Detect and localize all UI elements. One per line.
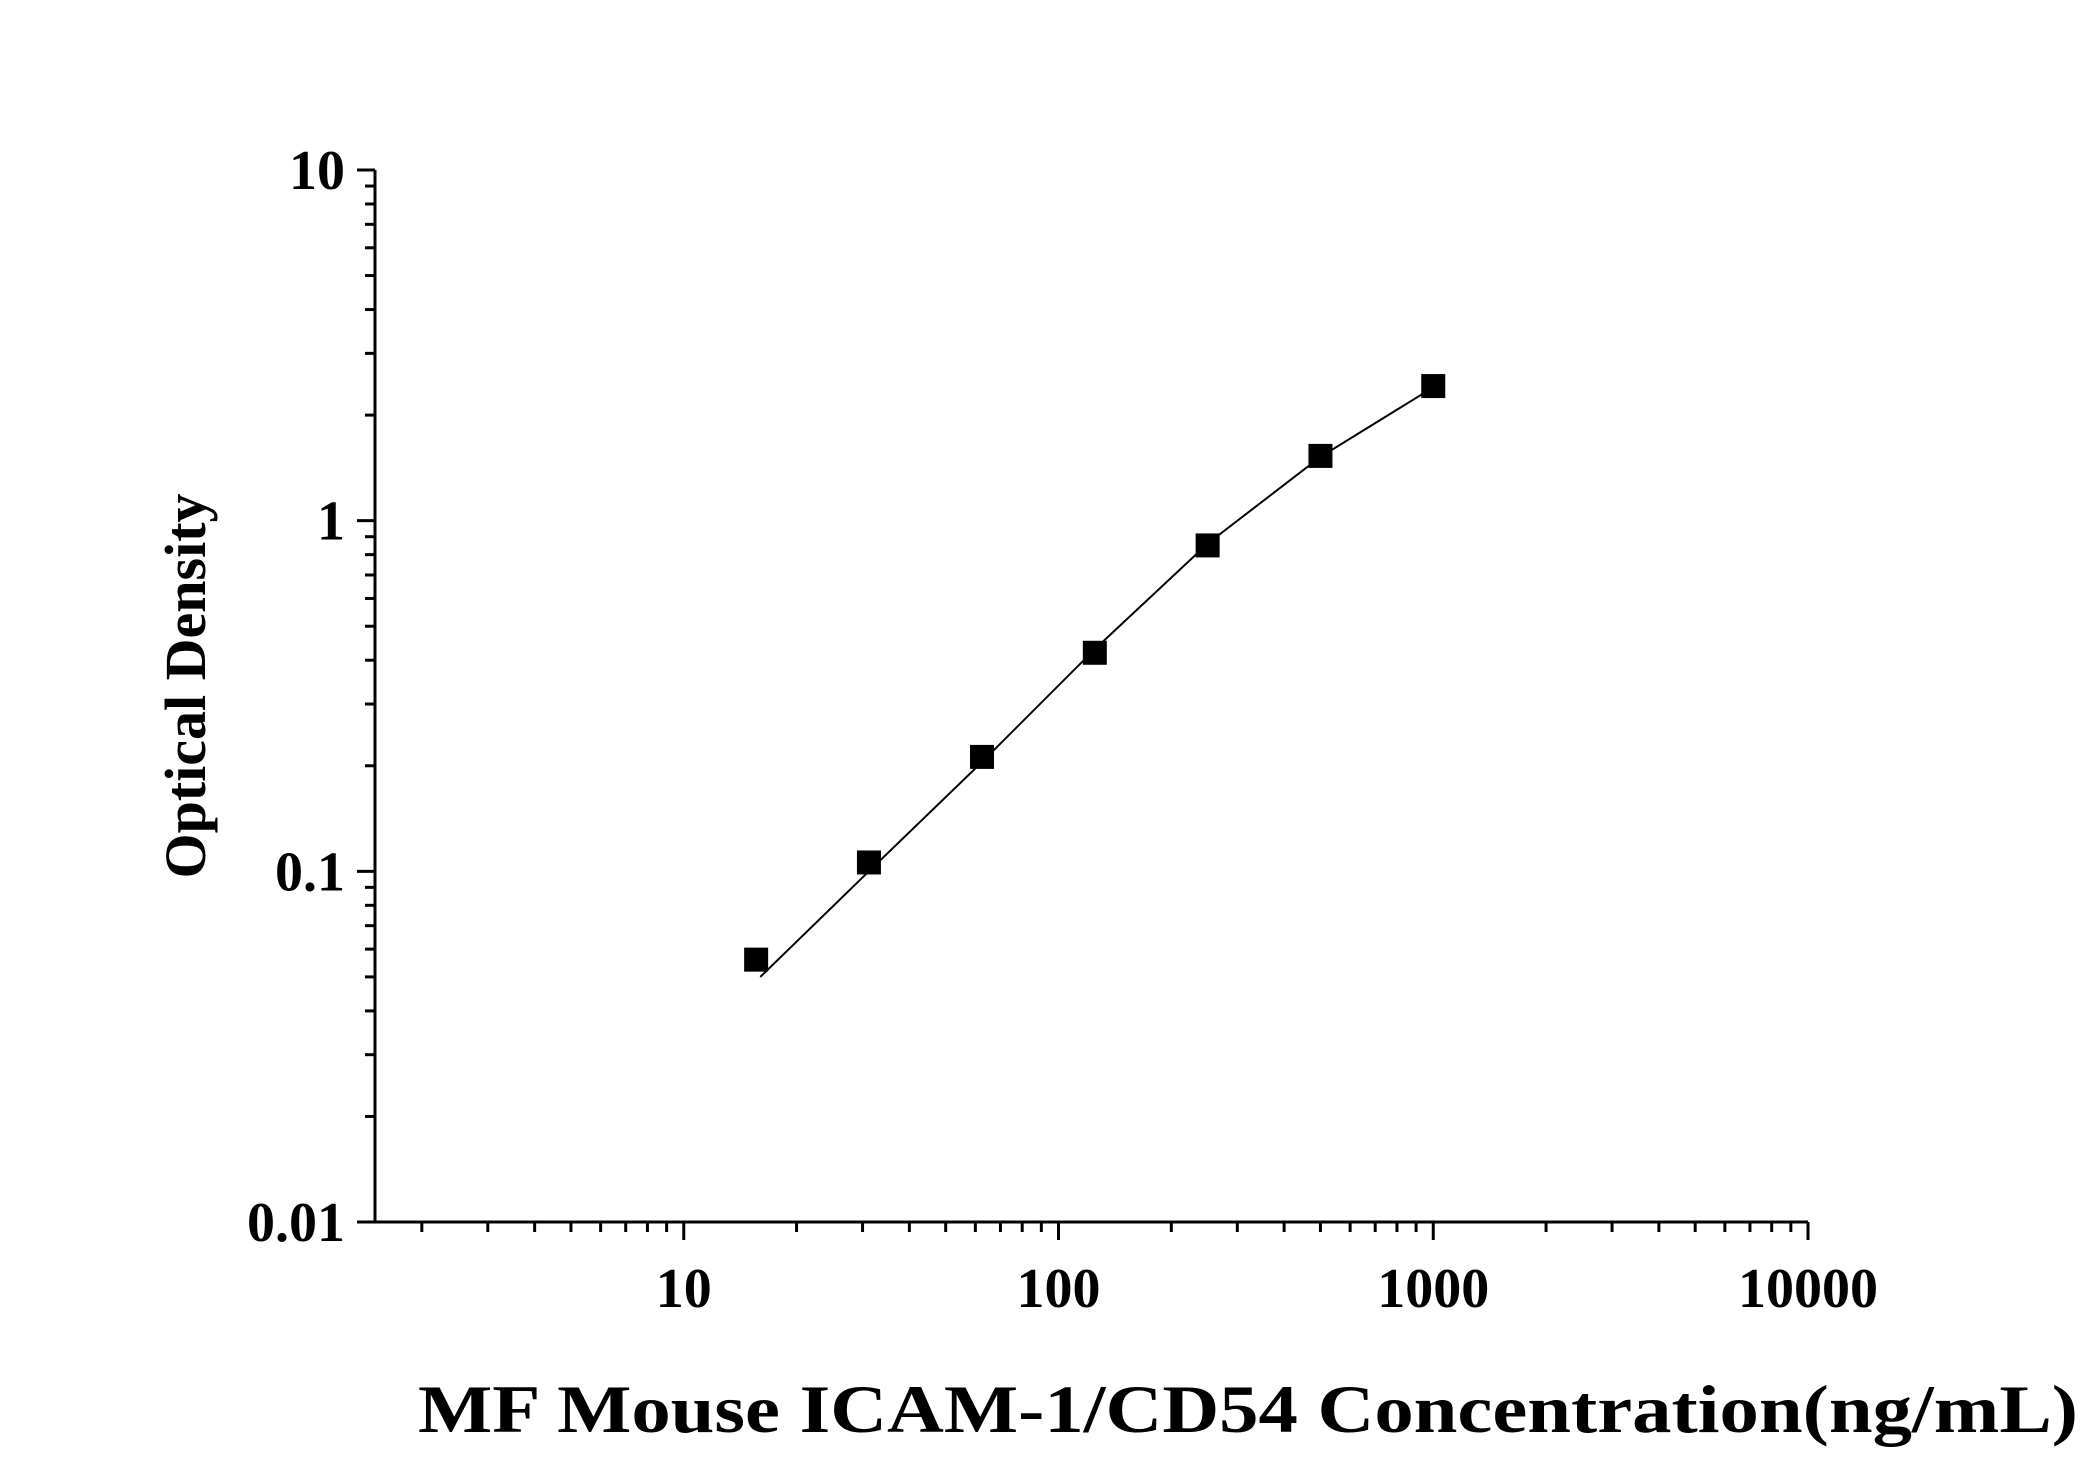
data-point (1308, 443, 1333, 468)
y-tick-label: 10 (289, 140, 345, 202)
x-tick-label: 1000 (1377, 1258, 1489, 1320)
x-axis-title: MF Mouse ICAM-1/CD54 Concentration(ng/mL… (418, 1371, 2078, 1447)
fit-curve (759, 386, 1434, 978)
data-point (744, 947, 769, 972)
fit-curve-group (759, 386, 1434, 978)
data-point (970, 744, 995, 769)
y-tick-label: 0.1 (275, 841, 345, 903)
y-tick-label: 0.01 (247, 1192, 345, 1254)
data-point (1421, 374, 1446, 399)
x-tick-label: 100 (1017, 1258, 1101, 1320)
axes (373, 170, 1808, 1224)
data-point (1195, 533, 1220, 558)
axis-ticks: 10 100 1000 10000 0.01 0.1 1 10 (247, 140, 1878, 1320)
y-tick-label: 1 (317, 491, 345, 553)
data-point (856, 850, 881, 875)
x-tick-label: 10000 (1738, 1258, 1878, 1320)
y-axis-title: Optical Density (153, 493, 218, 878)
data-points (744, 374, 1446, 972)
data-point (1082, 640, 1107, 665)
x-tick-label: 10 (656, 1258, 712, 1320)
